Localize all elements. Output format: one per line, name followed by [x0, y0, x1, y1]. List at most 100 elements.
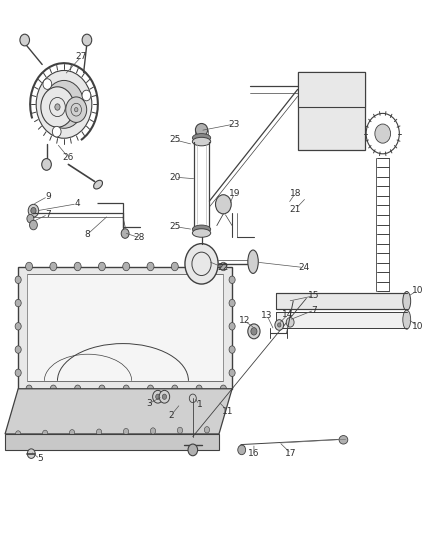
Ellipse shape [403, 310, 411, 329]
Polygon shape [276, 293, 407, 309]
Circle shape [205, 426, 209, 433]
Text: 7: 7 [311, 305, 317, 314]
Circle shape [74, 385, 81, 392]
Circle shape [148, 385, 154, 392]
Ellipse shape [192, 138, 211, 146]
Circle shape [152, 390, 163, 403]
Polygon shape [297, 72, 365, 150]
Circle shape [82, 34, 92, 46]
Circle shape [15, 300, 21, 307]
Text: 4: 4 [74, 199, 80, 208]
Circle shape [28, 204, 39, 217]
Circle shape [229, 346, 235, 353]
Circle shape [124, 429, 129, 435]
Circle shape [82, 90, 91, 101]
Circle shape [215, 195, 231, 214]
Circle shape [15, 322, 21, 330]
Circle shape [251, 328, 257, 335]
Text: 5: 5 [37, 455, 43, 463]
Polygon shape [276, 312, 407, 328]
Circle shape [286, 318, 294, 327]
Circle shape [155, 394, 160, 399]
Ellipse shape [248, 250, 258, 273]
Circle shape [220, 385, 226, 392]
Circle shape [50, 385, 57, 392]
Circle shape [229, 300, 235, 307]
Circle shape [171, 262, 178, 271]
Text: 20: 20 [170, 173, 181, 182]
Circle shape [189, 394, 196, 402]
Text: 9: 9 [45, 192, 51, 201]
Text: 19: 19 [229, 189, 240, 198]
Circle shape [31, 207, 36, 214]
Text: 21: 21 [290, 205, 301, 214]
Text: 11: 11 [222, 407, 233, 416]
Circle shape [229, 369, 235, 376]
Circle shape [220, 262, 227, 271]
Text: 25: 25 [170, 135, 181, 144]
Text: 16: 16 [248, 449, 260, 458]
Circle shape [172, 385, 178, 392]
Circle shape [248, 324, 260, 339]
Ellipse shape [195, 124, 208, 136]
Circle shape [238, 445, 246, 455]
Text: 3: 3 [146, 399, 152, 408]
Text: 22: 22 [218, 263, 229, 272]
Circle shape [15, 346, 21, 353]
Text: 14: 14 [283, 310, 293, 319]
Circle shape [66, 97, 87, 123]
Circle shape [121, 229, 129, 238]
Circle shape [55, 104, 60, 110]
Text: 10: 10 [412, 321, 424, 330]
Ellipse shape [192, 134, 211, 142]
Circle shape [278, 323, 281, 327]
Circle shape [53, 126, 61, 137]
Circle shape [44, 80, 84, 128]
Text: 25: 25 [170, 222, 181, 231]
Circle shape [70, 430, 75, 436]
Ellipse shape [192, 225, 211, 233]
Text: 23: 23 [229, 119, 240, 128]
Text: 1: 1 [197, 400, 202, 409]
Circle shape [123, 262, 130, 271]
Circle shape [162, 394, 166, 399]
Polygon shape [5, 434, 219, 450]
Text: 13: 13 [261, 311, 273, 320]
Polygon shape [297, 72, 365, 107]
Circle shape [15, 276, 21, 284]
Circle shape [27, 449, 35, 458]
Ellipse shape [339, 435, 348, 444]
Circle shape [275, 320, 284, 330]
Text: 10: 10 [412, 286, 424, 295]
Polygon shape [5, 389, 232, 434]
Ellipse shape [94, 180, 102, 189]
Text: 17: 17 [285, 449, 297, 458]
Text: 8: 8 [84, 230, 90, 239]
Circle shape [25, 262, 32, 271]
Circle shape [96, 429, 102, 435]
Circle shape [50, 262, 57, 271]
Circle shape [177, 427, 183, 433]
Circle shape [41, 87, 74, 127]
Circle shape [42, 430, 48, 437]
Circle shape [42, 159, 51, 170]
Circle shape [15, 431, 21, 437]
Circle shape [229, 276, 235, 284]
Polygon shape [18, 266, 232, 389]
Circle shape [147, 262, 154, 271]
Circle shape [99, 385, 105, 392]
Text: 28: 28 [134, 233, 145, 243]
Text: 15: 15 [308, 291, 320, 300]
Circle shape [74, 262, 81, 271]
Circle shape [159, 390, 170, 403]
Circle shape [36, 70, 92, 138]
Circle shape [229, 322, 235, 330]
Circle shape [74, 108, 78, 112]
Text: 7: 7 [45, 210, 51, 219]
Circle shape [188, 444, 198, 456]
Circle shape [43, 79, 52, 90]
Circle shape [29, 220, 37, 230]
Circle shape [99, 262, 106, 271]
Circle shape [375, 124, 391, 143]
Circle shape [20, 34, 29, 46]
